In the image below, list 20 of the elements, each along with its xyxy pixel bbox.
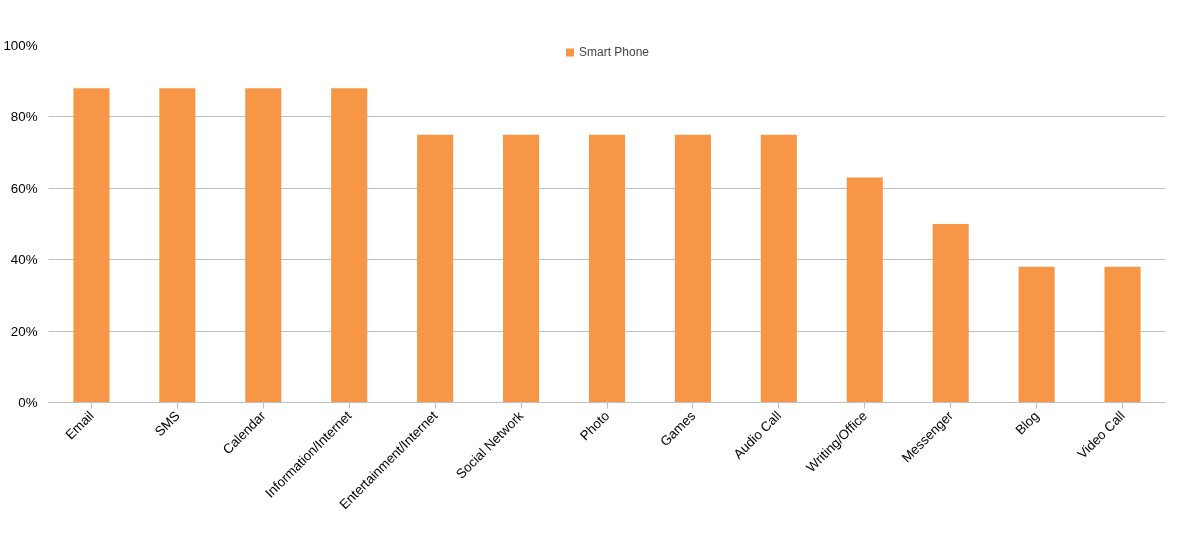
- bar: [1018, 266, 1055, 403]
- bar: [503, 134, 540, 403]
- y-tick-label: 100%: [3, 38, 38, 53]
- bar: [245, 88, 282, 403]
- y-tick-label: 20%: [10, 323, 38, 339]
- bar: [588, 134, 626, 403]
- y-tick-label: 60%: [10, 180, 38, 196]
- y-tick-label: 0%: [18, 395, 38, 410]
- bar: [674, 134, 711, 403]
- bar: [73, 88, 110, 403]
- y-tick-label: 80%: [10, 109, 38, 125]
- bar: [846, 177, 883, 403]
- bar: [1104, 266, 1141, 403]
- bar: [760, 134, 797, 403]
- legend-label: Smart Phone: [578, 45, 650, 59]
- bar: [932, 224, 969, 403]
- bar: [331, 88, 368, 403]
- bar: [159, 88, 196, 403]
- bar: [417, 134, 454, 403]
- y-tick-label: 40%: [10, 252, 38, 268]
